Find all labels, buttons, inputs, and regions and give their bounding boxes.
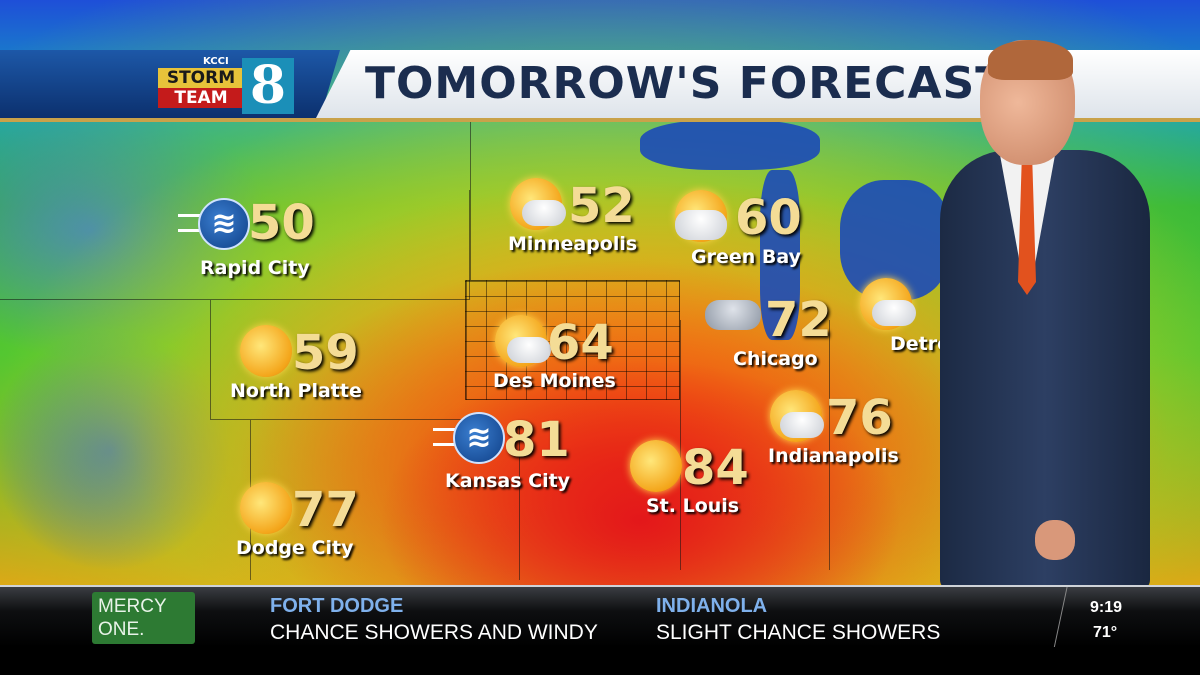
presenter-tie <box>1018 165 1036 295</box>
temperature: 64 <box>547 315 614 371</box>
temperature: 77 <box>292 482 359 538</box>
ticker-temperature: 71° <box>1093 624 1118 641</box>
ticker-location: FORT DODGE <box>270 595 404 617</box>
presenter-suit <box>940 150 1150 590</box>
logo-number: 8 <box>242 58 294 114</box>
lake-superior <box>640 120 820 170</box>
city-name: St. Louis <box>646 495 740 517</box>
weather-presenter <box>920 40 1160 590</box>
partly-cloudy-icon <box>675 190 729 244</box>
temperature: 72 <box>765 292 832 348</box>
logo-team: TEAM <box>158 88 244 108</box>
city-name: Minneapolis <box>508 233 638 255</box>
temperature: 76 <box>826 390 893 446</box>
ticker-location: INDIANOLA <box>656 595 768 617</box>
sponsor-logo: MERCY ONE. <box>92 592 195 644</box>
sponsor-line1: MERCY <box>98 596 167 617</box>
logo-station: KCCI <box>203 56 229 67</box>
presenter-hand <box>1035 520 1075 560</box>
partly-sunny-icon <box>495 315 551 369</box>
temperature: 59 <box>292 325 359 381</box>
storm-team-8-logo: KCCI STORM TEAM 8 <box>158 56 298 116</box>
sponsor-line2: ONE. <box>98 619 145 640</box>
news-ticker: MERCY ONE. FORT DODGE CHANCE SHOWERS AND… <box>0 585 1200 649</box>
ticker-time: 9:19 <box>1090 599 1123 616</box>
temperature: 60 <box>735 190 802 246</box>
city-name: Chicago <box>733 348 818 370</box>
header-stripe <box>0 118 1200 122</box>
partly-sunny-icon <box>510 178 566 232</box>
partly-sunny-icon <box>770 390 824 444</box>
lake-michigan <box>760 170 800 340</box>
temperature: 81 <box>503 412 570 468</box>
city-name: Kansas City <box>445 470 571 492</box>
temperature: 52 <box>568 178 635 234</box>
temperature: 50 <box>248 195 315 251</box>
state-border <box>680 320 830 570</box>
wind-icon: ≋ <box>433 412 505 466</box>
state-border <box>0 190 470 300</box>
temperature: 84 <box>682 440 749 496</box>
city-name: Indianapolis <box>768 445 899 467</box>
city-name: Dodge City <box>236 537 354 559</box>
ticker-condition: CHANCE SHOWERS AND WINDY <box>270 621 598 644</box>
clock-divider <box>1053 587 1200 649</box>
sunny-icon <box>240 482 294 536</box>
state-border <box>470 120 471 280</box>
cloudy-icon <box>705 292 761 346</box>
hazy-sun-icon <box>630 440 684 494</box>
page-title: TOMORROW'S FORECAST <box>365 58 1007 109</box>
bottom-bar <box>0 647 1200 675</box>
presenter-hair <box>988 40 1073 80</box>
hazy-sun-icon <box>240 325 294 379</box>
city-name: Rapid City <box>200 257 310 279</box>
logo-storm: STORM <box>158 68 244 88</box>
city-name: Green Bay <box>691 246 801 268</box>
ticker-condition: SLIGHT CHANCE SHOWERS <box>656 621 941 644</box>
state-border <box>210 300 470 420</box>
city-name: Des Moines <box>493 370 616 392</box>
wind-icon: ≋ <box>178 198 250 252</box>
partly-sunny-icon <box>860 278 916 332</box>
city-name: North Platte <box>230 380 362 402</box>
